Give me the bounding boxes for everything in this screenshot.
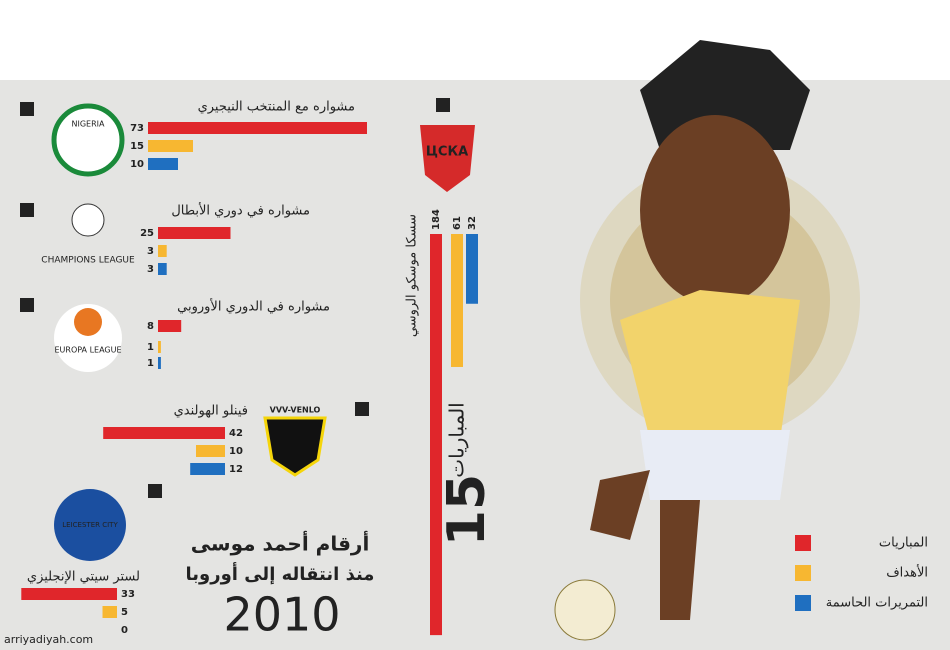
headline: أرقام أحمد موسى	[191, 530, 370, 556]
bar	[158, 227, 231, 239]
bar	[196, 445, 225, 457]
bar	[158, 320, 182, 332]
headline-year: 2010	[223, 588, 340, 642]
bar	[190, 463, 225, 475]
value-label: 1	[147, 358, 154, 369]
value-label: 1	[147, 342, 154, 353]
bar	[102, 606, 117, 618]
bar	[158, 245, 167, 257]
annotation-text: المباريات	[445, 402, 469, 478]
logo-text: VVV-VENLO	[270, 406, 321, 415]
value-label: 184	[431, 209, 442, 230]
legend-label: التمريرات الحاسمة	[826, 596, 928, 611]
value-label: 5	[121, 607, 128, 618]
bar	[148, 158, 178, 170]
logos: NIGERIA CHAMPIONS LEAGUE EUROPA LEAGUE V…	[41, 103, 475, 561]
value-label: 73	[130, 123, 144, 134]
bar	[430, 234, 442, 636]
logo-text: LEICESTER CITY	[62, 521, 118, 529]
legend-swatch	[795, 595, 811, 611]
chart-title: لستر سيتي الإنجليزي	[27, 570, 140, 585]
bar	[103, 427, 225, 439]
value-label: 10	[229, 446, 243, 457]
chart-title: سسكا موسكو الروسي	[405, 214, 420, 337]
bar	[148, 122, 367, 134]
bar	[21, 588, 117, 600]
bar	[148, 140, 193, 152]
value-label: 0	[121, 625, 128, 636]
bar	[158, 341, 161, 353]
legend-label: الأهداف	[886, 564, 928, 581]
value-label: 12	[229, 464, 243, 475]
chart-title: مشواره في الدوري الأوروبي	[177, 298, 330, 315]
logo-text: EUROPA LEAGUE	[54, 346, 121, 355]
value-label: 3	[147, 246, 154, 257]
value-label: 3	[147, 264, 154, 275]
annotation-number: 15	[437, 474, 497, 546]
logo-text: ЦСКА	[426, 145, 468, 160]
bar	[451, 234, 463, 367]
value-label: 15	[130, 141, 144, 152]
chart-title: مشواره في دوري الأبطال	[171, 202, 310, 219]
legend-swatch	[795, 565, 811, 581]
value-label: 25	[140, 228, 154, 239]
player-illustration	[554, 40, 860, 641]
value-label: 42	[229, 428, 243, 439]
value-label: 32	[467, 216, 478, 230]
logo-text: NIGERIA	[72, 120, 106, 129]
legend-label: المباريات	[879, 536, 928, 551]
value-label: 8	[147, 321, 154, 332]
value-label: 10	[130, 159, 144, 170]
logo-text: CHAMPIONS LEAGUE	[41, 256, 135, 266]
legend-swatch	[795, 535, 811, 551]
bar	[158, 263, 167, 275]
value-label: 61	[452, 216, 463, 230]
value-label: 33	[121, 589, 135, 600]
bar	[466, 234, 478, 304]
bar	[158, 357, 161, 369]
watermark: arriyadiyah.com	[4, 633, 93, 646]
chart-title: فينلو الهولندي	[174, 404, 248, 419]
deco-squares	[20, 98, 450, 498]
chart-title: مشواره مع المنتخب النيجيري	[198, 100, 355, 115]
headline: منذ انتقاله إلى أوروبا	[186, 562, 375, 585]
